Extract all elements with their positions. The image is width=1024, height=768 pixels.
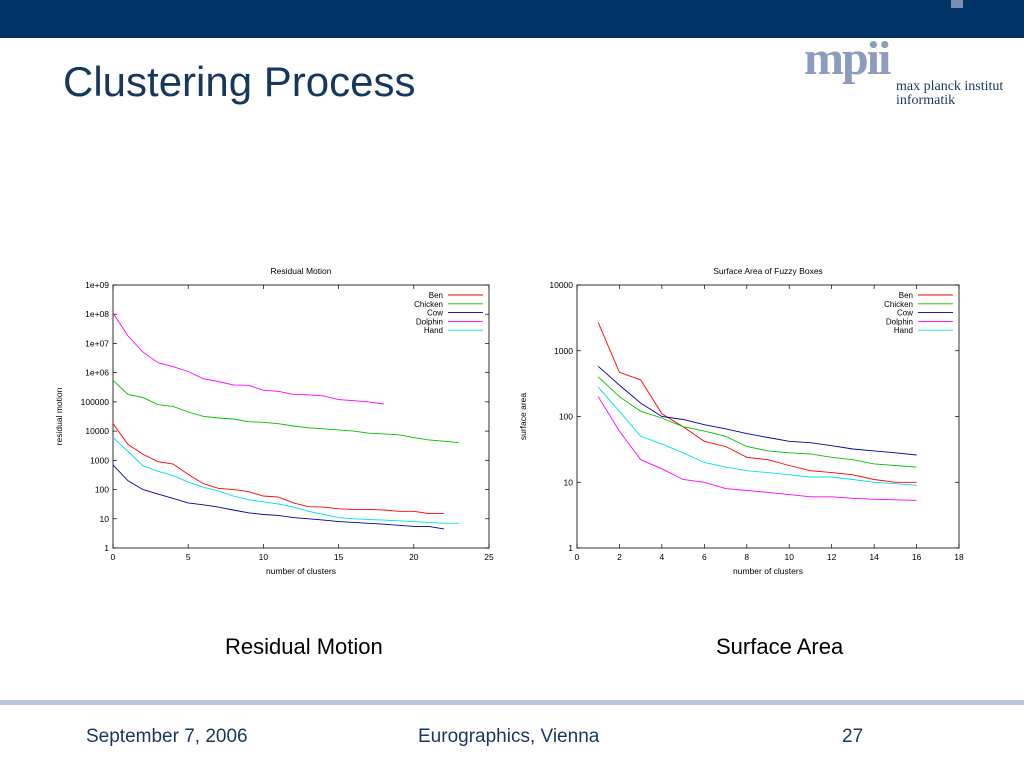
y-tick-label: 100000 xyxy=(81,397,110,407)
logo-line-2: informatik xyxy=(896,93,955,108)
caption-surface-area: Surface Area xyxy=(716,634,844,659)
legend-label: Cow xyxy=(897,309,913,318)
legend-label: Hand xyxy=(424,326,443,335)
y-tick-label: 1e+06 xyxy=(85,368,109,378)
series-line-ben xyxy=(597,322,917,483)
y-tick-label: 10000 xyxy=(549,280,573,290)
y-tick-label: 10 xyxy=(564,477,574,487)
x-tick-label: 0 xyxy=(575,552,580,562)
y-tick-label: 10 xyxy=(100,514,110,524)
series-line-hand xyxy=(597,386,917,486)
legend-label: Chicken xyxy=(414,300,443,309)
footer-event: Eurographics, Vienna xyxy=(418,726,600,747)
series-line-chicken xyxy=(112,379,459,444)
x-tick-label: 12 xyxy=(827,552,837,562)
legend-label: Cow xyxy=(427,309,443,318)
series-line-dolphin xyxy=(112,312,384,405)
x-tick-label: 8 xyxy=(744,552,749,562)
x-tick-label: 16 xyxy=(912,552,922,562)
y-axis-label: residual motion xyxy=(54,387,64,445)
legend-label: Chicken xyxy=(884,300,913,309)
y-tick-label: 1e+09 xyxy=(85,280,109,290)
page-number: 27 xyxy=(842,726,864,747)
y-tick-label: 1e+08 xyxy=(85,309,109,319)
header-tab-marker xyxy=(951,0,963,8)
legend-label: Ben xyxy=(899,291,913,300)
caption-residual-motion: Residual Motion xyxy=(225,634,383,659)
x-axis-label: number of clusters xyxy=(733,566,803,576)
y-tick-label: 1000 xyxy=(554,346,573,356)
x-tick-label: 14 xyxy=(869,552,879,562)
legend-label: Dolphin xyxy=(886,317,913,326)
header-band xyxy=(0,0,1024,38)
x-tick-label: 18 xyxy=(954,552,964,562)
slide-title: Clustering Process xyxy=(63,58,416,105)
y-tick-label: 100 xyxy=(559,412,573,422)
series-line-dolphin xyxy=(597,396,917,501)
residual-motion-plot: Residual Motion number of clusters residua… xyxy=(54,266,494,576)
x-tick-label: 25 xyxy=(484,552,494,562)
chart-title: Surface Area of Fuzzy Boxes xyxy=(713,266,823,276)
series-line-ben xyxy=(112,423,444,515)
x-tick-label: 10 xyxy=(784,552,794,562)
x-tick-label: 6 xyxy=(702,552,707,562)
logo-wordmark: mpii xyxy=(804,38,891,85)
plot-frame xyxy=(112,284,490,549)
chart-title: Residual Motion xyxy=(271,266,332,276)
y-axis-label: surface area xyxy=(518,393,528,441)
y-tick-label: 100 xyxy=(95,485,109,495)
surface-area-chart: Surface Area of Fuzzy Boxes number of clu… xyxy=(515,262,985,582)
x-tick-label: 5 xyxy=(186,552,191,562)
y-tick-label: 1000 xyxy=(90,455,109,465)
residual-motion-chart: Residual Motion number of clusters residua… xyxy=(40,262,510,582)
series-line-cow xyxy=(597,365,917,456)
x-tick-label: 20 xyxy=(409,552,419,562)
surface-area-plot: Surface Area of Fuzzy Boxes number of clu… xyxy=(518,266,964,576)
legend-label: Dolphin xyxy=(416,317,443,326)
y-tick-label: 1 xyxy=(104,543,109,553)
x-tick-label: 15 xyxy=(334,552,344,562)
logo-line-1: max planck institut xyxy=(896,79,1003,94)
x-tick-label: 4 xyxy=(660,552,665,562)
series-line-hand xyxy=(112,437,459,524)
y-tick-label: 10000 xyxy=(85,426,109,436)
y-tick-label: 1 xyxy=(568,543,573,553)
y-tick-label: 1e+07 xyxy=(85,338,109,348)
x-tick-label: 10 xyxy=(259,552,269,562)
legend-label: Hand xyxy=(894,326,913,335)
series-line-chicken xyxy=(597,376,917,468)
x-tick-label: 2 xyxy=(617,552,622,562)
footer-date: September 7, 2006 xyxy=(86,726,248,747)
mpii-logo: mpii max planck institut informatik xyxy=(800,32,1024,108)
x-axis-label: number of clusters xyxy=(266,566,336,576)
series-line-cow xyxy=(112,464,444,530)
x-tick-label: 0 xyxy=(111,552,116,562)
legend-label: Ben xyxy=(429,291,443,300)
footer-rule xyxy=(0,700,1024,705)
